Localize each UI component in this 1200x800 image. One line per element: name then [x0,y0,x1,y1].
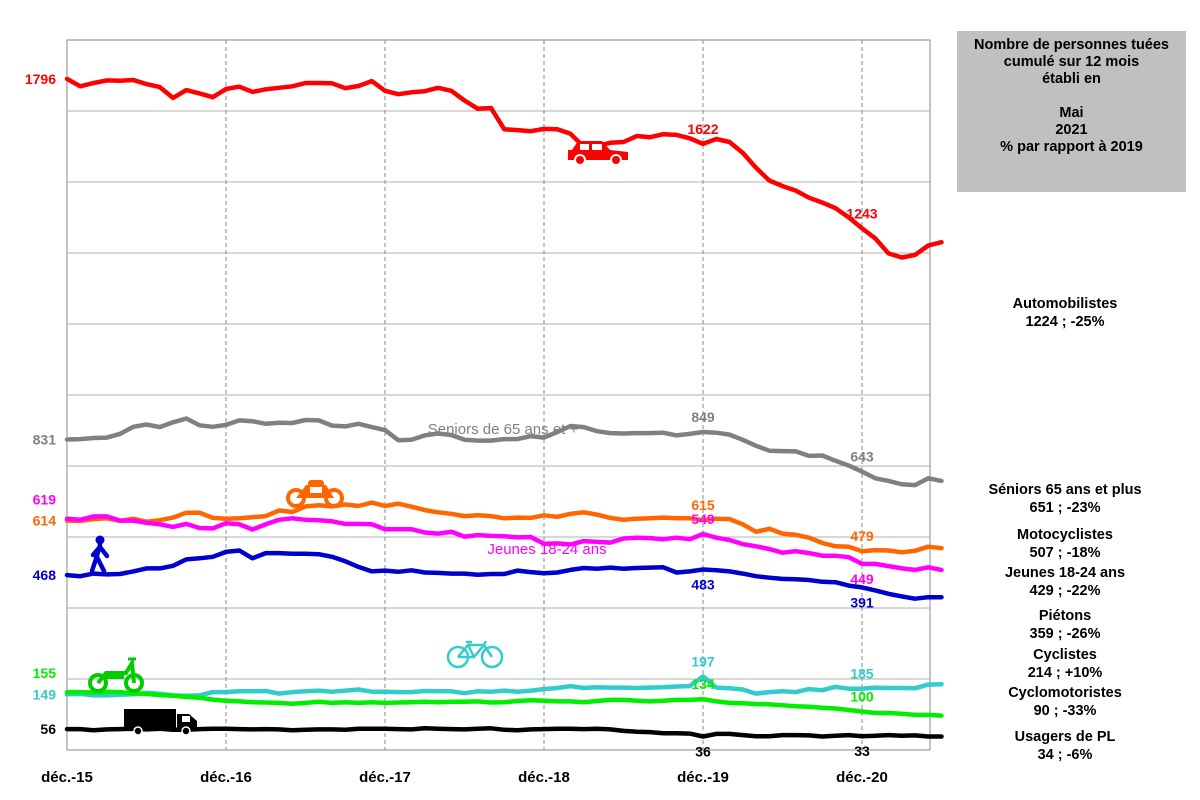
value-label-pl: 33 [854,743,870,759]
series-line-cyclo [64,689,944,718]
legend-name: Cyclistes [1033,647,1097,663]
legend-name: Cyclomotoristes [1008,685,1122,701]
legend-entry-cyclomotoristes: Cyclomotoristes 90 ; -33% [965,684,1165,720]
category-icons [88,141,628,736]
value-label-moto: 479 [850,528,874,544]
legend-name: Automobilistes [1012,296,1118,312]
legend-detail: 429 ; -22% [1029,583,1101,599]
legend-detail: 359 ; -26% [1029,626,1101,642]
info-line-1: Nombre de personnes tuées [974,37,1169,53]
value-label-seniors: 831 [33,431,57,447]
series-line-auto [64,76,944,260]
value-label-pietons: 391 [850,594,874,610]
legend-name: Séniors 65 ans et plus [988,482,1142,498]
legend-detail: 214 ; +10% [1027,665,1103,681]
value-label-jeunes: 449 [850,571,874,587]
info-line-2: cumulé sur 12 mois [1003,54,1140,70]
value-label-auto: 1622 [687,121,718,137]
series-line-cyclistes [64,674,944,699]
legend-entry-pietons: Piétons 359 ; -26% [965,607,1165,643]
value-label-pl: 56 [40,721,56,737]
series-label: Jeunes 18-24 ans [487,541,606,558]
info-comparison: % par rapport à 2019 [1000,139,1143,155]
legend-name: Motocyclistes [1017,527,1113,543]
legend-detail: 507 ; -18% [1029,545,1101,561]
motorcycle-icon [286,480,344,508]
legend-name: Usagers de PL [1014,729,1116,745]
truck-icon [124,709,197,736]
info-month: Mai [1059,105,1084,121]
x-tick-label: déc.-17 [359,769,411,786]
value-label-cyclistes: 149 [33,686,57,702]
moped-icon [88,656,144,693]
legend-entry-automobilistes: Automobilistes 1224 ; -25% [965,295,1165,331]
value-label-auto: 1243 [846,205,877,221]
value-label-auto: 1796 [25,71,56,87]
series-line-moto [64,500,944,555]
legend-entry-jeunes: Jeunes 18-24 ans 429 ; -22% [965,564,1165,600]
x-tick-label: déc.-15 [41,769,93,786]
series-lines [64,76,944,739]
car-icon [568,141,628,166]
value-label-pl: 36 [695,744,711,760]
legend-detail: 34 ; -6% [1037,747,1093,763]
value-label-cyclo: 134 [691,676,715,692]
legend-entry-motocyclistes: Motocyclistes 507 ; -18% [965,526,1165,562]
legend-entry-cyclistes: Cyclistes 214 ; +10% [965,646,1165,682]
bicycle-icon [446,640,504,669]
info-year: 2021 [1055,122,1088,138]
series-labels: Seniors de 65 ans et + Jeunes 18-24 ans [428,421,607,558]
chart-grid [66,39,931,751]
series-line-pl [64,726,944,739]
legend-detail: 1224 ; -25% [1025,314,1105,330]
value-label-jeunes: 549 [691,511,715,527]
value-label-seniors: 849 [691,409,715,425]
value-label-moto: 615 [691,497,715,513]
value-label-cyclo: 100 [850,689,874,705]
x-tick-label: déc.-20 [836,769,888,786]
value-label-cyclistes: 197 [691,653,715,669]
value-label-seniors: 643 [850,449,874,465]
value-label-moto: 614 [33,513,57,529]
value-label-cyclistes: 185 [850,666,874,682]
legend-name: Piétons [1038,608,1092,624]
x-tick-label: déc.-18 [518,769,570,786]
x-tick-label: déc.-19 [677,769,729,786]
series-line-pietons [64,548,944,601]
legend-entry-usagers-pl: Usagers de PL 34 ; -6% [965,728,1165,764]
info-box: Nombre de personnes tuées cumulé sur 12 … [957,31,1186,192]
value-annotations: 1796 1622 1243 831 849 643 614 615 479 619 549 449 4… [25,71,878,760]
x-axis-ticks: déc.-15 déc.-16 déc.-17 déc.-18 déc.-19 déc.-… [41,769,888,786]
legend-detail: 651 ; -23% [1029,500,1101,516]
legend-entry-seniors: Séniors 65 ans et plus 651 ; -23% [965,481,1165,517]
value-label-cyclo: 155 [33,665,57,681]
value-label-pietons: 468 [33,567,57,583]
value-label-jeunes: 619 [33,492,57,508]
value-label-pietons: 483 [691,577,715,593]
series-line-seniors [64,416,944,488]
legend-name: Jeunes 18-24 ans [1004,565,1126,581]
pedestrian-icon [89,535,110,574]
series-label: Seniors de 65 ans et + [428,421,579,438]
x-tick-label: déc.-16 [200,769,252,786]
info-gap [957,88,1186,105]
legend-detail: 90 ; -33% [1033,703,1097,719]
info-line-3: établi en [1042,71,1101,87]
series-line-jeunes [64,514,944,573]
